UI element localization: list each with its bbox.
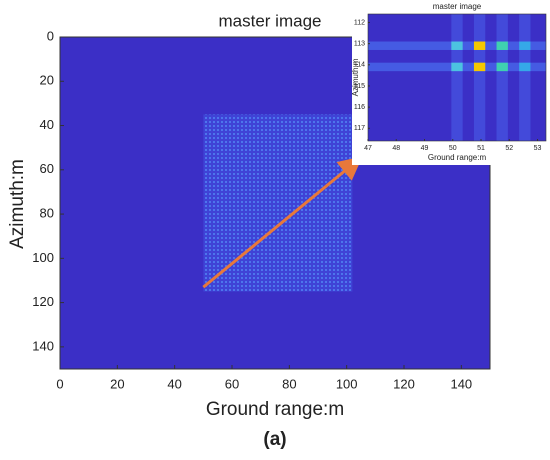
x-tick-label: 120 (393, 376, 415, 391)
caption: (a) (263, 429, 286, 450)
inset-cell (496, 62, 508, 72)
y-tick-label: 80 (40, 206, 54, 221)
chart-title: master image (219, 11, 322, 30)
inset-stripe (451, 14, 463, 141)
plot-frame (59, 36, 491, 370)
x-tick-label: 20 (110, 376, 124, 391)
inset-cell (451, 62, 463, 72)
y-tick-label: 0 (47, 28, 54, 43)
inset-x-label: Ground range:m (428, 153, 487, 162)
y-tick-label: 60 (40, 161, 54, 176)
y-tick-label: 114 (354, 62, 365, 69)
y-tick-label: 116 (354, 104, 365, 111)
inset-cell (451, 41, 463, 50)
y-tick-label: 120 (32, 294, 54, 309)
inset-stripe (519, 14, 531, 141)
inset-title: master image (433, 2, 482, 11)
y-tick-label: 100 (32, 250, 54, 265)
y-axis-label: Azimuth:m (7, 159, 28, 249)
x-axis-label: Ground range:m (206, 399, 344, 420)
x-tick-label: 0 (56, 376, 63, 391)
inset-cell (519, 62, 531, 72)
y-tick-label: 115 (354, 83, 365, 90)
x-tick-label: 49 (421, 145, 429, 152)
inset-stripe (496, 14, 508, 141)
y-tick-label: 40 (40, 117, 54, 132)
x-tick-label: 52 (505, 145, 513, 152)
x-tick-label: 47 (364, 145, 372, 152)
x-tick-label: 53 (534, 145, 542, 152)
inset-cell (473, 41, 486, 50)
zoom-arrow (202, 156, 363, 289)
inset-y-label: Azimuth:m (351, 58, 360, 96)
x-tick-label: 60 (225, 376, 239, 391)
x-tick-label: 100 (336, 376, 358, 391)
inset-cell (519, 41, 531, 50)
inset-cell (473, 62, 486, 72)
y-tick-label: 117 (354, 125, 365, 132)
y-tick-label: 20 (40, 73, 54, 88)
x-tick-label: 50 (449, 145, 457, 152)
inset-stripe (473, 14, 486, 141)
x-tick-label: 40 (167, 376, 181, 391)
inset-frame (367, 13, 547, 142)
x-tick-label: 140 (450, 376, 472, 391)
x-tick-label: 80 (282, 376, 296, 391)
y-tick-label: 140 (32, 338, 54, 353)
x-tick-label: 51 (477, 145, 485, 152)
y-tick-label: 113 (354, 40, 365, 47)
y-tick-label: 112 (354, 19, 365, 26)
inset-cell (496, 41, 508, 50)
x-tick-label: 48 (392, 145, 400, 152)
target-area (203, 114, 353, 292)
